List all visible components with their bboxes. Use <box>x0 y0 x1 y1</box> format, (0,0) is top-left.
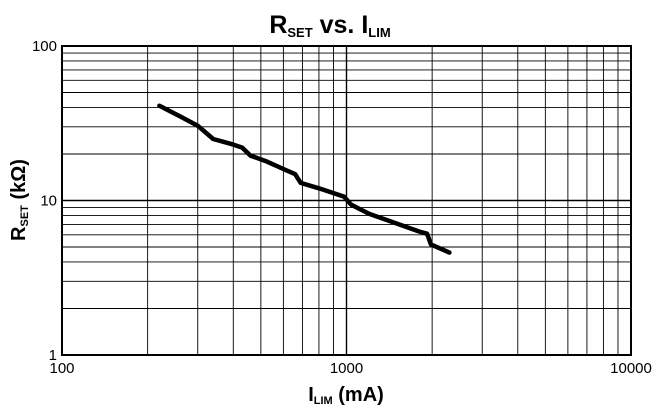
y-axis-label-sub: SET <box>19 205 31 227</box>
y-tick-label: 1 <box>49 347 57 364</box>
x-axis-label-rest: (mA) <box>333 384 384 406</box>
x-axis-label-sub: LIM <box>314 395 333 407</box>
y-tick-label: 100 <box>32 38 57 55</box>
y-axis-label-main: R <box>8 226 30 241</box>
grid <box>62 46 631 355</box>
chart-title-i-sub: LIM <box>368 25 390 40</box>
chart-title-r: R <box>269 11 287 39</box>
chart-title-i: I <box>361 11 368 39</box>
chart-title-r-sub: SET <box>287 25 312 40</box>
y-axis-label: RSET (kΩ) <box>8 159 31 241</box>
x-tick-label: 10000 <box>610 360 652 377</box>
x-tick-label: 1000 <box>330 360 363 377</box>
y-tick-label: 10 <box>40 193 57 210</box>
chart-title: RSET vs. ILIM <box>269 11 390 40</box>
y-axis-label-rest: (kΩ) <box>8 159 30 205</box>
x-tick-label: 100 <box>49 360 74 377</box>
chart-title-middle: vs. <box>313 11 362 39</box>
tick-labels: 100 1000 10000 1 10 100 <box>32 38 652 377</box>
plot-frame <box>61 45 632 356</box>
series-line <box>157 103 452 255</box>
x-axis-label-main: I <box>308 384 314 406</box>
x-axis-label: ILIM (mA) <box>308 384 384 407</box>
